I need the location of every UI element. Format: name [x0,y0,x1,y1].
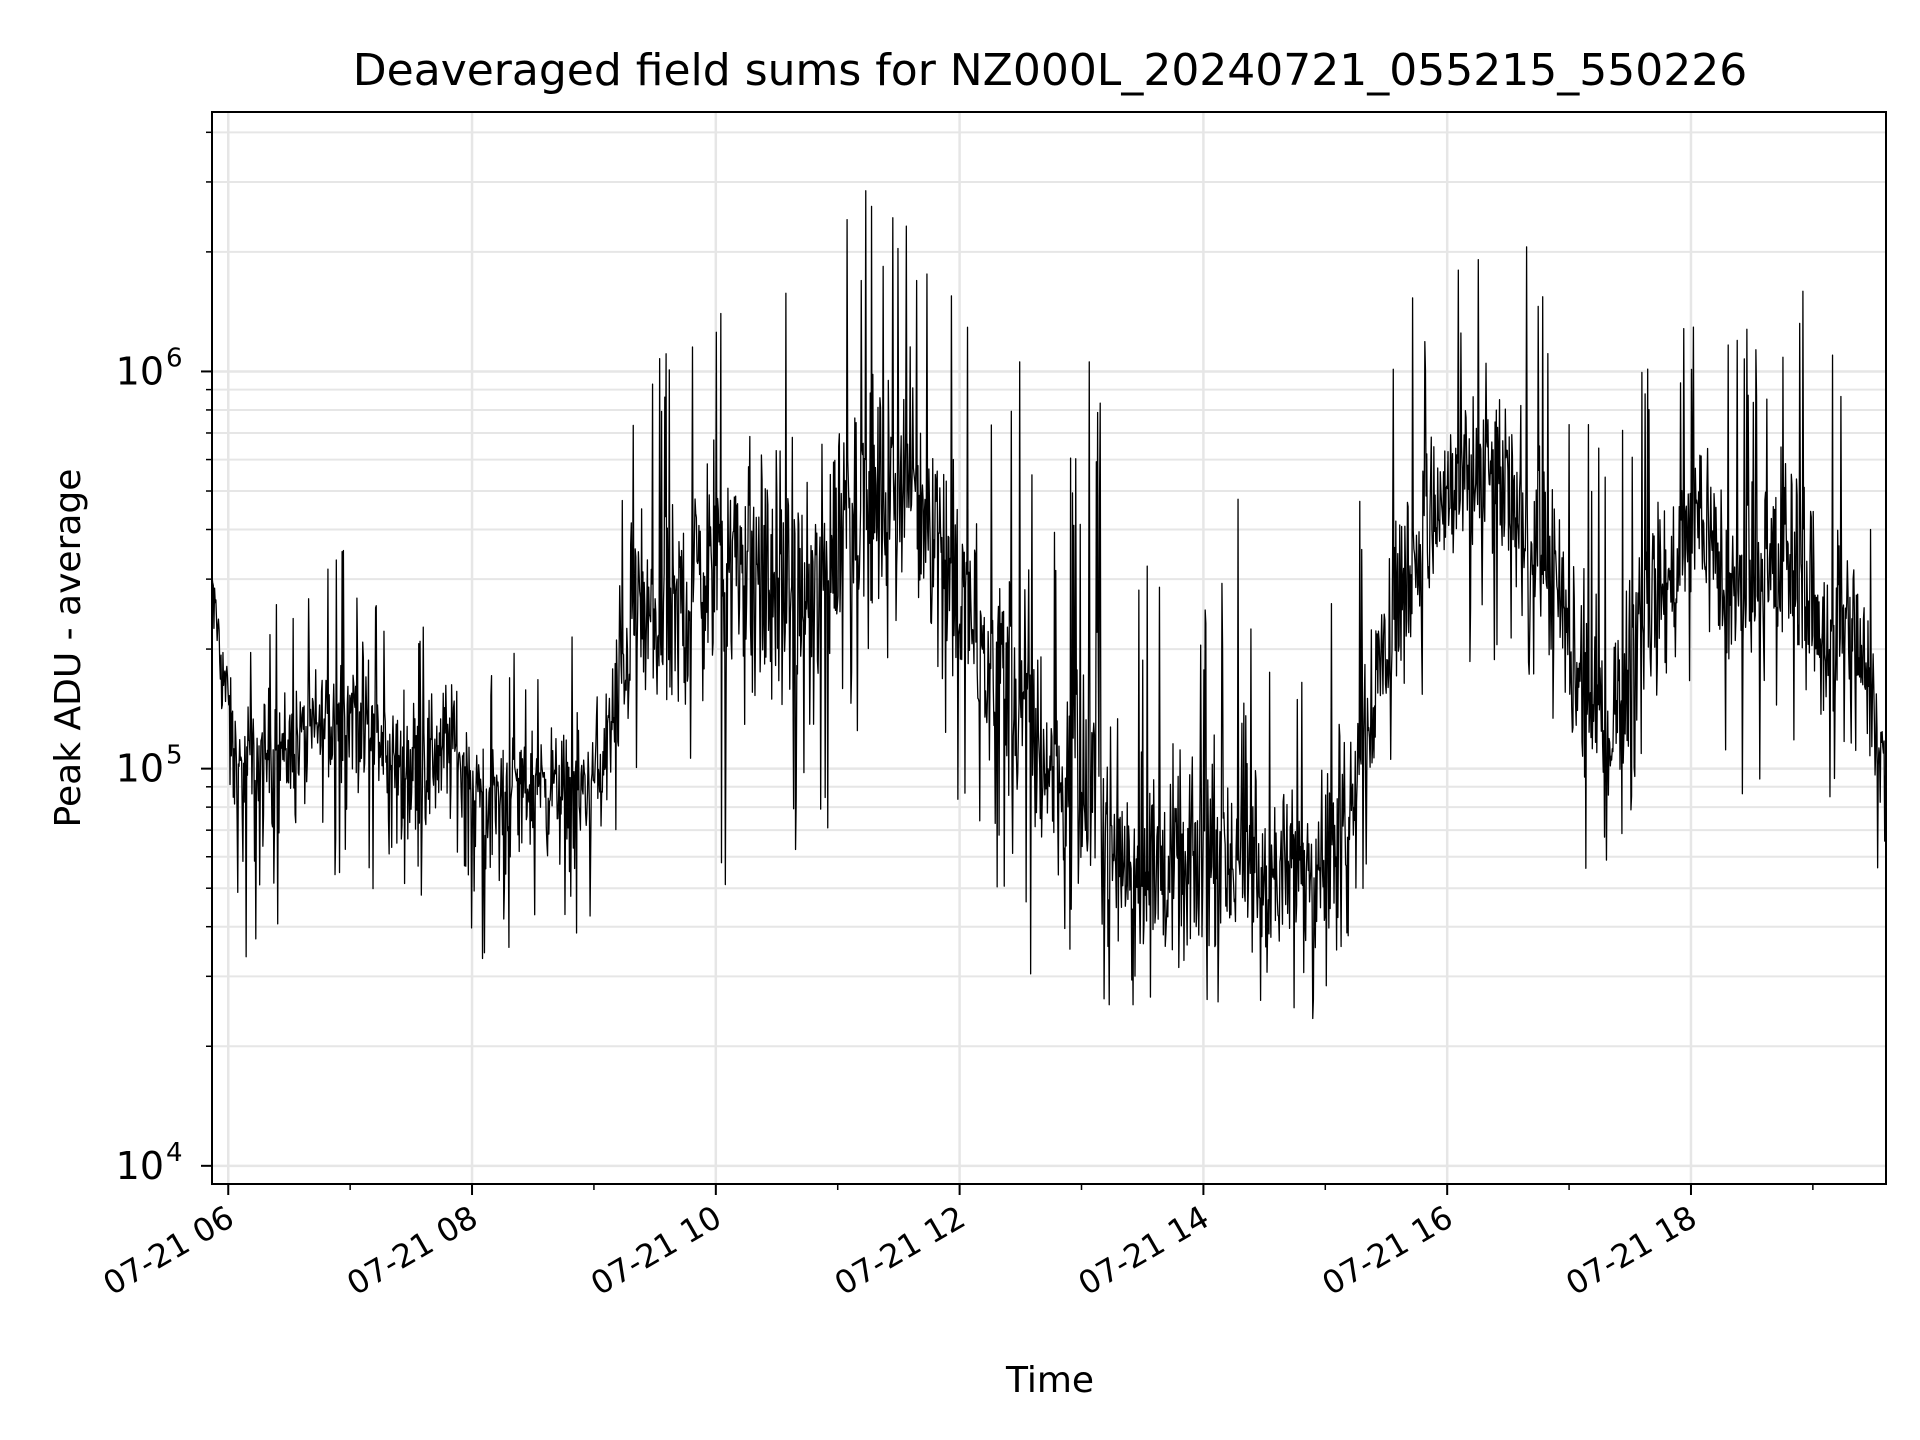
x-tick-label: 07-21 12 [828,1198,972,1303]
series-line [211,190,1887,1020]
y-tick-exponent: 5 [166,741,183,771]
x-tick-label: 07-21 14 [1072,1198,1216,1303]
y-tick-label: 10 4 [116,1138,183,1188]
y-tick-label: 10 5 [116,741,183,791]
y-tick-exponent: 6 [166,343,183,373]
x-tick-label: 07-21 18 [1559,1198,1703,1303]
y-tick-exponent: 4 [166,1138,183,1168]
tick-marks [201,131,1814,1195]
plot-background [212,112,1886,1184]
y-tick-base: 10 [116,747,164,791]
y-tick-base: 10 [116,349,164,393]
x-tick-label: 07-21 08 [340,1198,484,1303]
y-axis-label: Peak ADU - average [48,469,89,828]
grid-lines [212,112,1886,1184]
x-tick-label: 07-21 16 [1316,1198,1460,1303]
y-tick-label: 10 6 [116,343,183,393]
x-tick-label: 07-21 10 [584,1198,728,1303]
axes-frame [211,111,1887,1185]
series-line-group [211,190,1887,1020]
chart-title: Deaveraged field sums for NZ000L_2024072… [353,45,1747,96]
y-tick-base: 10 [116,1144,164,1188]
plot-area [212,112,1886,1184]
x-axis-label: Time [1005,1360,1094,1401]
x-tick-label: 07-21 06 [97,1198,241,1303]
